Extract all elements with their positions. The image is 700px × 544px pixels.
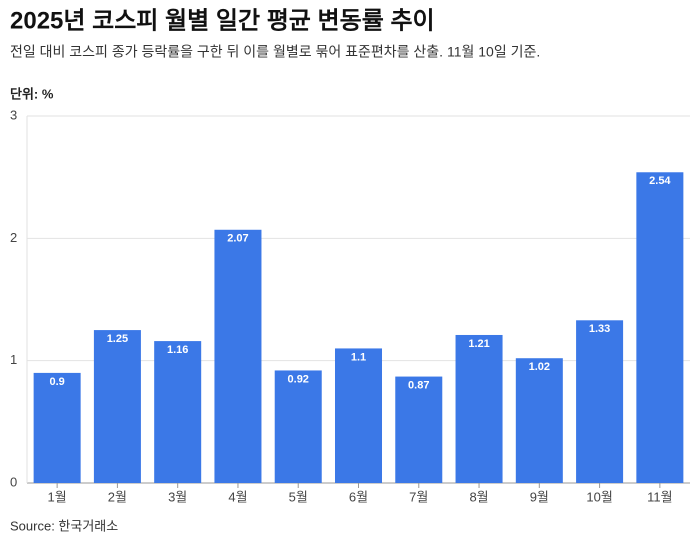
x-tick-label: 2월	[108, 489, 127, 504]
value-label: 0.9	[49, 376, 64, 388]
chart-subtitle: 전일 대비 코스피 종가 등락률을 구한 뒤 이를 월별로 묶어 표준편차를 산…	[10, 44, 540, 60]
x-tick-label: 5월	[289, 489, 308, 504]
y-tick-label: 0	[10, 474, 17, 489]
x-tick-label: 1월	[48, 489, 67, 504]
bar	[334, 348, 383, 483]
y-tick-label: 3	[10, 107, 17, 122]
value-label: 0.87	[408, 379, 429, 391]
x-tick-label: 7월	[409, 489, 428, 504]
value-label: 2.07	[227, 233, 248, 245]
x-tick-label: 11월	[647, 489, 672, 504]
x-tick-label: 10월	[586, 489, 612, 504]
bar	[576, 320, 624, 483]
value-label: 1.33	[589, 323, 610, 335]
x-tick-label: 3월	[168, 489, 187, 504]
source: Source: 한국거래소	[10, 518, 118, 533]
bar	[274, 370, 322, 483]
y-tick-label: 2	[10, 230, 17, 245]
value-label: 1.25	[107, 333, 128, 345]
y-tick-label: 1	[10, 352, 17, 367]
bar	[636, 172, 684, 484]
chart-title: 2025년 코스피 월별 일간 평균 변동률 추이	[10, 7, 435, 34]
value-label: 1.16	[167, 344, 188, 356]
value-label: 0.92	[288, 373, 309, 385]
bar	[515, 358, 563, 483]
bar	[33, 372, 81, 483]
value-label: 1.02	[529, 361, 550, 373]
bar	[395, 376, 443, 483]
bar	[93, 330, 141, 483]
value-label: 1.1	[351, 351, 366, 363]
bar	[455, 334, 503, 483]
x-tick-label: 8월	[469, 489, 488, 504]
bar	[154, 341, 202, 483]
x-tick-label: 9월	[530, 489, 549, 504]
unit-label: 단위: %	[10, 86, 54, 101]
x-tick-label: 4월	[228, 489, 247, 504]
x-tick-label: 6월	[349, 489, 368, 504]
bar	[214, 229, 262, 483]
value-label: 2.54	[649, 175, 671, 187]
value-label: 1.21	[468, 338, 489, 350]
